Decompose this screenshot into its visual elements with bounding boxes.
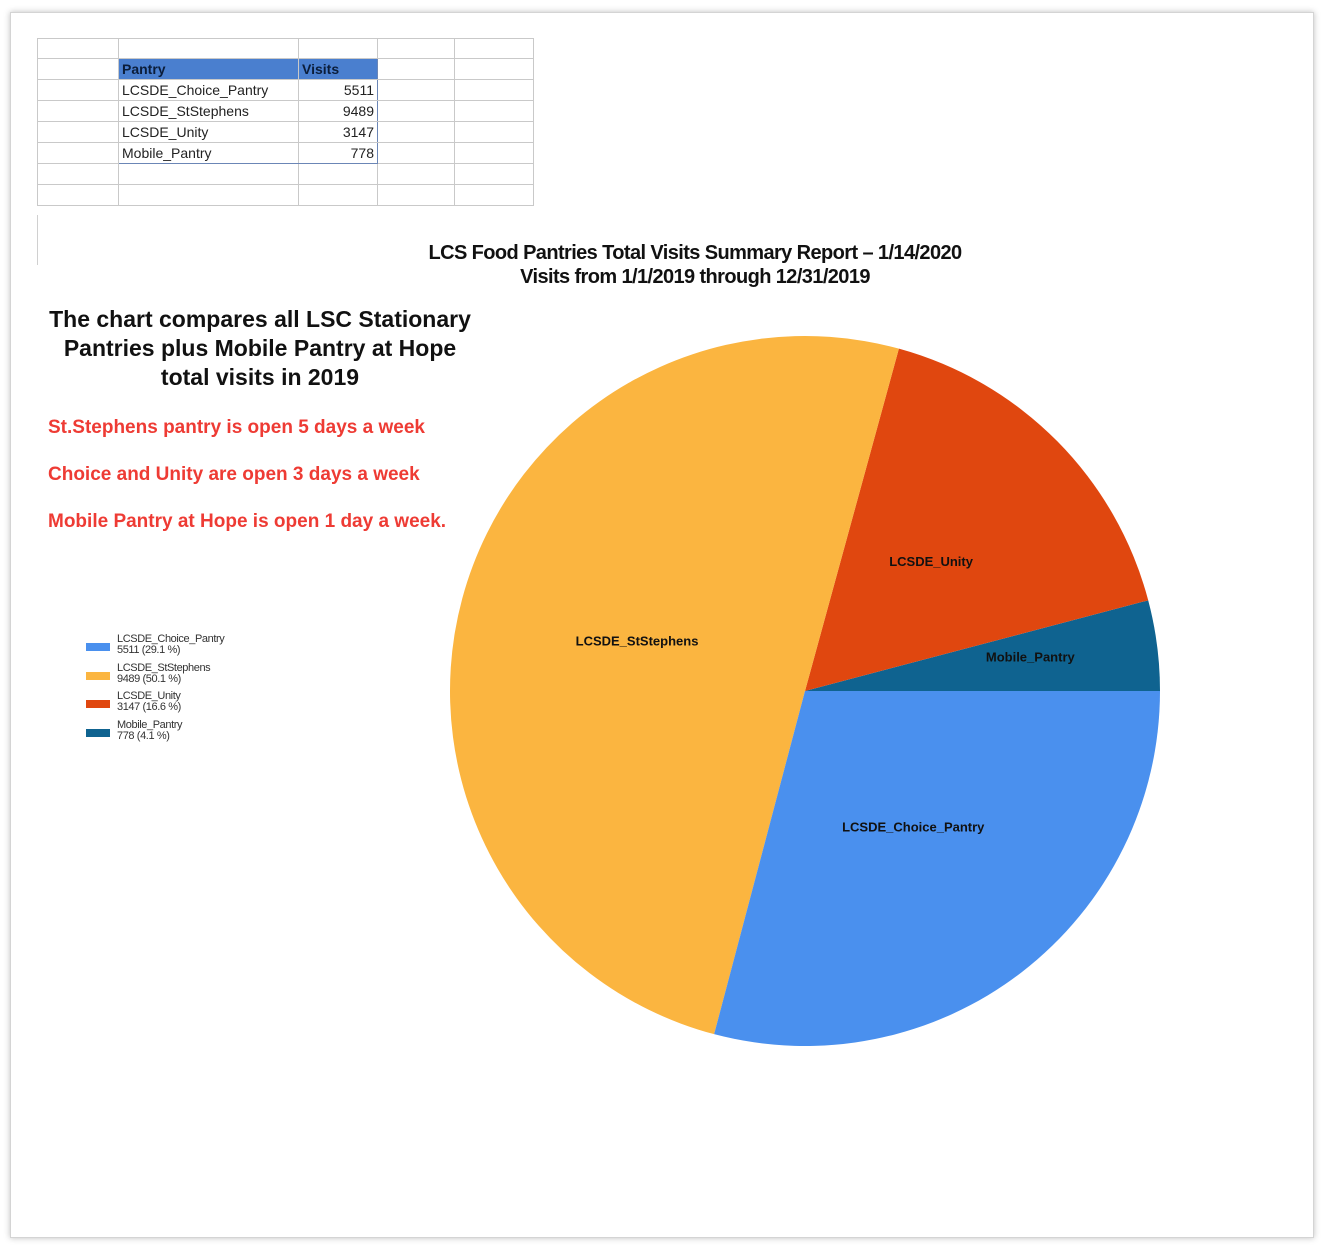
- legend-item: LCSDE_Unity 3147 (16.6 %): [86, 691, 286, 720]
- legend-swatch: [86, 700, 110, 708]
- legend-label: Mobile_Pantry: [117, 718, 183, 731]
- legend-swatch: [86, 643, 110, 651]
- slice-label: Mobile_Pantry: [986, 650, 1076, 665]
- chart-title-line: LCS Food Pantries Total Visits Summary R…: [428, 242, 962, 264]
- legend-value: 9489 (50.1 %): [117, 672, 181, 685]
- pie-slice: [714, 691, 1160, 1046]
- table-row: Mobile_Pantry 778: [37, 142, 534, 164]
- pie-slice: [805, 348, 1149, 691]
- table-cell-pantry: Mobile_Pantry: [118, 142, 299, 164]
- table-cell-visits: 9489: [298, 100, 378, 122]
- legend-value: 5511 (29.1 %): [117, 644, 181, 656]
- note-ststephens: St.Stephens pantry is open 5 days a week: [48, 417, 425, 438]
- data-table: Pantry Visits LCSDE_Choice_Pantry 5511 L…: [37, 38, 534, 206]
- table-row: [37, 184, 534, 206]
- pie-slice: [805, 600, 1160, 691]
- pie-slice: [449, 335, 899, 1035]
- chart-description: The chart compares all LSC Stationary Pa…: [49, 306, 471, 390]
- legend-value: 778 (4.1 %): [117, 729, 170, 742]
- legend-label: LCSDE_Choice_Pantry: [117, 633, 225, 645]
- table-row: LCSDE_Unity 3147: [37, 121, 534, 143]
- legend-item: Mobile_Pantry 778 (4.1 %): [86, 718, 286, 749]
- note-choice-unity: Choice and Unity are open 3 days a week: [48, 464, 420, 485]
- table-cell-pantry: LCSDE_Unity: [118, 121, 299, 143]
- legend-item: LCSDE_Choice_Pantry 5511 (29.1 %): [86, 634, 286, 663]
- legend-label: LCSDE_StStephens: [117, 661, 211, 674]
- table-row: [37, 163, 534, 185]
- slice-label: LCSDE_Unity: [889, 554, 974, 569]
- note-mobile: Mobile Pantry at Hope is open 1 day a we…: [48, 511, 447, 532]
- slice-label: LCSDE_Choice_Pantry: [842, 820, 985, 835]
- grid-line: [37, 215, 38, 265]
- slice-label: LCSDE_StStephens: [576, 634, 699, 649]
- header-visits: Visits: [298, 58, 378, 80]
- legend-value: 3147 (16.6 %): [117, 701, 181, 713]
- legend-item: LCSDE_StStephens 9489 (50.1 %): [86, 661, 286, 692]
- legend-swatch: [86, 671, 110, 680]
- chart-title: LCS Food Pantries Total Visits Summary R…: [380, 241, 1010, 289]
- legend-swatch: [86, 728, 110, 737]
- chart-subtitle: Visits from 1/1/2019 through 12/31/2019: [520, 266, 870, 288]
- legend-label: LCSDE_Unity: [117, 690, 181, 702]
- chart-legend: LCSDE_Choice_Pantry 5511 (29.1 %) LCSDE_…: [86, 634, 286, 748]
